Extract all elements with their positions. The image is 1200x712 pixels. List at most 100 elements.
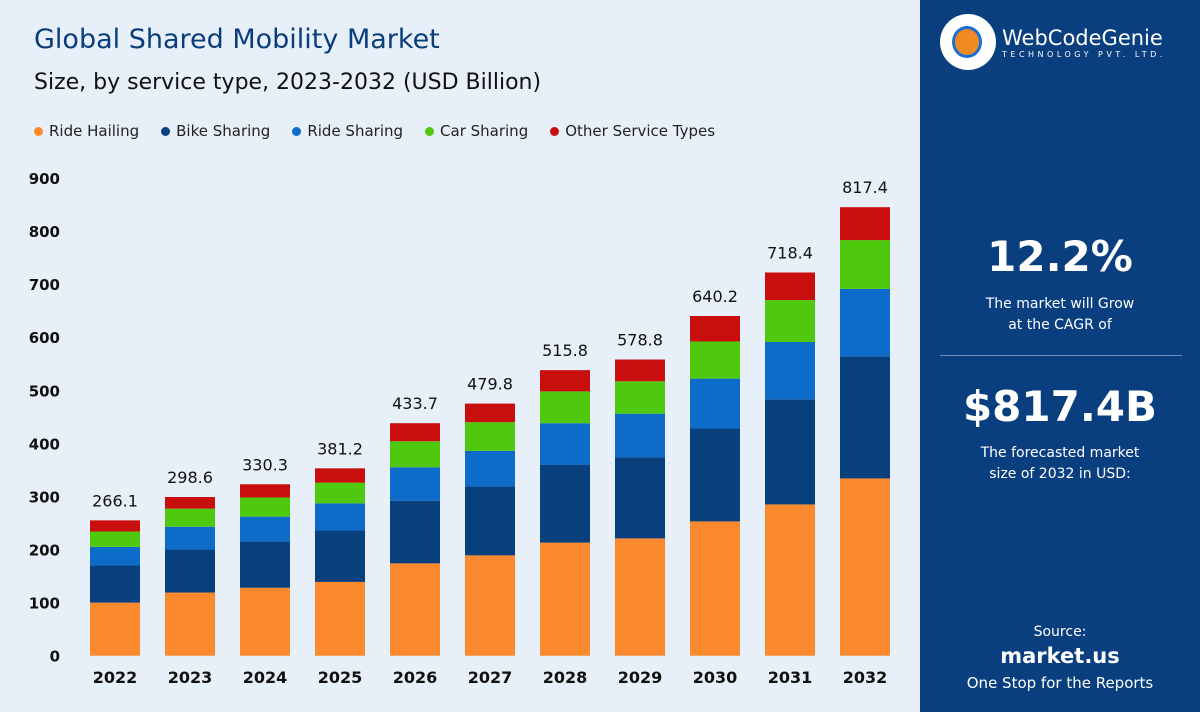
x-tick-label: 2031 [768,668,813,687]
bar-segment-other-service-types [240,484,290,498]
bar-segment-car-sharing [765,300,815,343]
bar-segment-ride-sharing [315,503,365,531]
bar-segment-ride-hailing [690,521,740,656]
cagr-value: 12.2% [987,232,1133,281]
chart-panel: Global Shared Mobility Market Size, by s… [0,0,920,712]
source-tagline: One Stop for the Reports [966,674,1154,692]
bar-segment-ride-hailing [465,555,515,656]
y-tick-label: 500 [29,382,60,400]
y-tick-label: 800 [29,223,60,241]
bar-segment-other-service-types [690,316,740,342]
divider [940,355,1182,356]
legend-item: Ride Hailing [34,122,139,140]
chart-title: Global Shared Mobility Market [34,24,440,55]
bar-segment-ride-hailing [840,478,890,656]
bar-segment-car-sharing [615,381,665,414]
bar-segment-ride-sharing [240,516,290,542]
bar-segment-other-service-types [840,207,890,241]
legend-swatch [34,127,43,136]
bar-total-label: 479.8 [467,375,513,394]
bar-total-label: 298.6 [167,468,213,487]
legend: Ride Hailing Bike Sharing Ride Sharing Car … [34,122,715,140]
bar-total-label: 515.8 [542,341,588,360]
bar-segment-ride-hailing [240,587,290,656]
bar-total-label: 640.2 [692,287,738,306]
logo-subtitle: TECHNOLOGY PVT. LTD. [1002,49,1166,59]
bar-segment-ride-sharing [465,450,515,487]
bar-total-label: 266.1 [92,491,138,510]
y-tick-label: 200 [29,542,60,560]
forecast-text-2: size of 2032 in USD: [989,466,1131,482]
cagr-text-2: at the CAGR of [1008,317,1112,333]
logo-name: WebCodeGenie [1002,25,1163,50]
bar-segment-bike-sharing [315,530,365,582]
bar-segment-other-service-types [90,520,140,532]
bar-segment-car-sharing [90,531,140,547]
legend-item: Ride Sharing [292,122,403,140]
legend-label: Bike Sharing [176,122,271,140]
y-tick-label: 0 [50,648,60,666]
x-tick-label: 2023 [168,668,213,687]
bar-total-label: 578.8 [617,331,663,350]
bar-segment-car-sharing [840,240,890,289]
stacked-bar-chart: 0 100 200 300 400 500 600 700 800 900 266.1 2022 298… [29,170,890,687]
legend-label: Car Sharing [440,122,529,140]
bar-total-label: 330.3 [242,455,288,474]
y-tick-label: 600 [29,329,60,347]
bar-segment-bike-sharing [165,549,215,593]
bar-segment-bike-sharing [840,356,890,479]
bar-segment-bike-sharing [615,457,665,539]
bar-total-label: 433.7 [392,394,438,413]
legend-label: Ride Sharing [307,122,404,140]
bar-segment-ride-sharing [765,342,815,400]
bar-segment-other-service-types [390,423,440,442]
bar-segment-ride-hailing [765,504,815,656]
legend-swatch [161,127,171,136]
logo: WebCodeGenie TECHNOLOGY PVT. LTD. [940,14,1166,70]
bar-segment-other-service-types [615,359,665,382]
bar-segment-car-sharing [690,341,740,379]
bar-segment-ride-sharing [615,413,665,458]
bar-segment-bike-sharing [765,399,815,505]
x-tick-label: 2029 [618,668,663,687]
forecast-value: $817.4B [962,382,1158,431]
bar-segment-ride-sharing [540,423,590,465]
x-tick-label: 2028 [543,668,588,687]
bar-segment-bike-sharing [240,541,290,588]
bar-segment-car-sharing [240,497,290,517]
info-panel: WebCodeGenie TECHNOLOGY PVT. LTD. 12.2% … [920,0,1200,712]
y-tick-label: 400 [29,435,60,453]
bar-segment-ride-hailing [540,542,590,656]
bar-segment-bike-sharing [90,565,140,603]
cagr-text-1: The market will Grow [985,296,1135,312]
bar-total-label: 381.2 [317,439,363,458]
source-name: market.us [1000,644,1120,668]
bar-segment-ride-sharing [165,526,215,550]
bar-segment-bike-sharing [465,486,515,556]
bar-segment-car-sharing [465,422,515,451]
bar-total-label: 817.4 [842,178,888,197]
bar-segment-other-service-types [765,272,815,301]
bar-segment-other-service-types [165,496,215,509]
bar-segment-bike-sharing [540,464,590,543]
bar-segment-car-sharing [390,441,440,468]
bar-segment-other-service-types [540,370,590,392]
x-tick-label: 2026 [393,668,438,687]
bar-segment-bike-sharing [690,428,740,522]
legend-label: Other Service Types [565,122,716,140]
bar-segment-ride-sharing [390,467,440,501]
bar-total-label: 718.4 [767,243,813,262]
x-tick-label: 2025 [318,668,363,687]
bar-segment-bike-sharing [390,500,440,564]
y-tick-label: 900 [29,170,60,188]
legend-swatch [550,127,560,136]
bar-segment-ride-sharing [690,378,740,429]
source-label: Source: [1033,624,1087,640]
legend-item: Bike Sharing [161,122,270,140]
bar-segment-ride-hailing [615,538,665,656]
bar-segment-ride-hailing [390,563,440,656]
y-tick-label: 100 [29,595,60,613]
legend-swatch [425,127,435,136]
y-tick-label: 700 [29,276,60,294]
logo-icon [940,14,996,70]
